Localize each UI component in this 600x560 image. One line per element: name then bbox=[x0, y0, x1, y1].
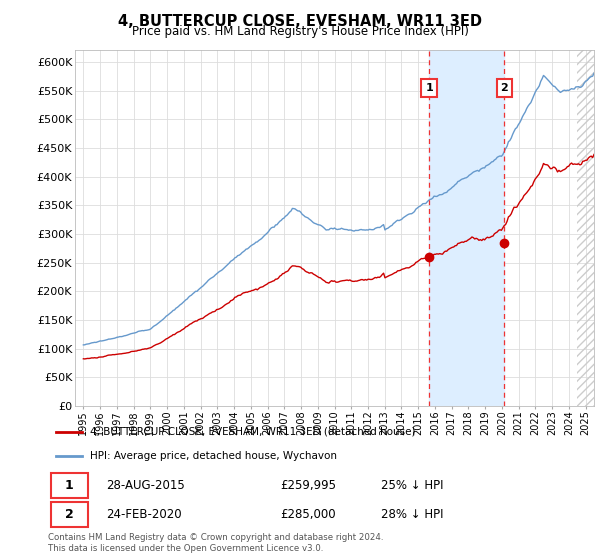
Text: 2: 2 bbox=[500, 83, 508, 93]
Text: 4, BUTTERCUP CLOSE, EVESHAM, WR11 3ED (detached house): 4, BUTTERCUP CLOSE, EVESHAM, WR11 3ED (d… bbox=[90, 427, 416, 437]
Text: £285,000: £285,000 bbox=[280, 508, 336, 521]
Bar bbox=[429, 50, 505, 406]
Bar bbox=[577, 50, 600, 406]
Text: 1: 1 bbox=[65, 479, 73, 492]
Text: 2: 2 bbox=[65, 508, 73, 521]
Text: 28-AUG-2015: 28-AUG-2015 bbox=[106, 479, 185, 492]
Text: 4, BUTTERCUP CLOSE, EVESHAM, WR11 3ED: 4, BUTTERCUP CLOSE, EVESHAM, WR11 3ED bbox=[118, 14, 482, 29]
Text: Price paid vs. HM Land Registry's House Price Index (HPI): Price paid vs. HM Land Registry's House … bbox=[131, 25, 469, 38]
Text: 28% ↓ HPI: 28% ↓ HPI bbox=[380, 508, 443, 521]
Text: Contains HM Land Registry data © Crown copyright and database right 2024.
This d: Contains HM Land Registry data © Crown c… bbox=[48, 533, 383, 553]
Text: 1: 1 bbox=[425, 83, 433, 93]
Bar bbox=[577, 50, 600, 406]
Text: 24-FEB-2020: 24-FEB-2020 bbox=[106, 508, 182, 521]
Text: £259,995: £259,995 bbox=[280, 479, 337, 492]
Text: HPI: Average price, detached house, Wychavon: HPI: Average price, detached house, Wych… bbox=[90, 451, 337, 461]
Text: 25% ↓ HPI: 25% ↓ HPI bbox=[380, 479, 443, 492]
